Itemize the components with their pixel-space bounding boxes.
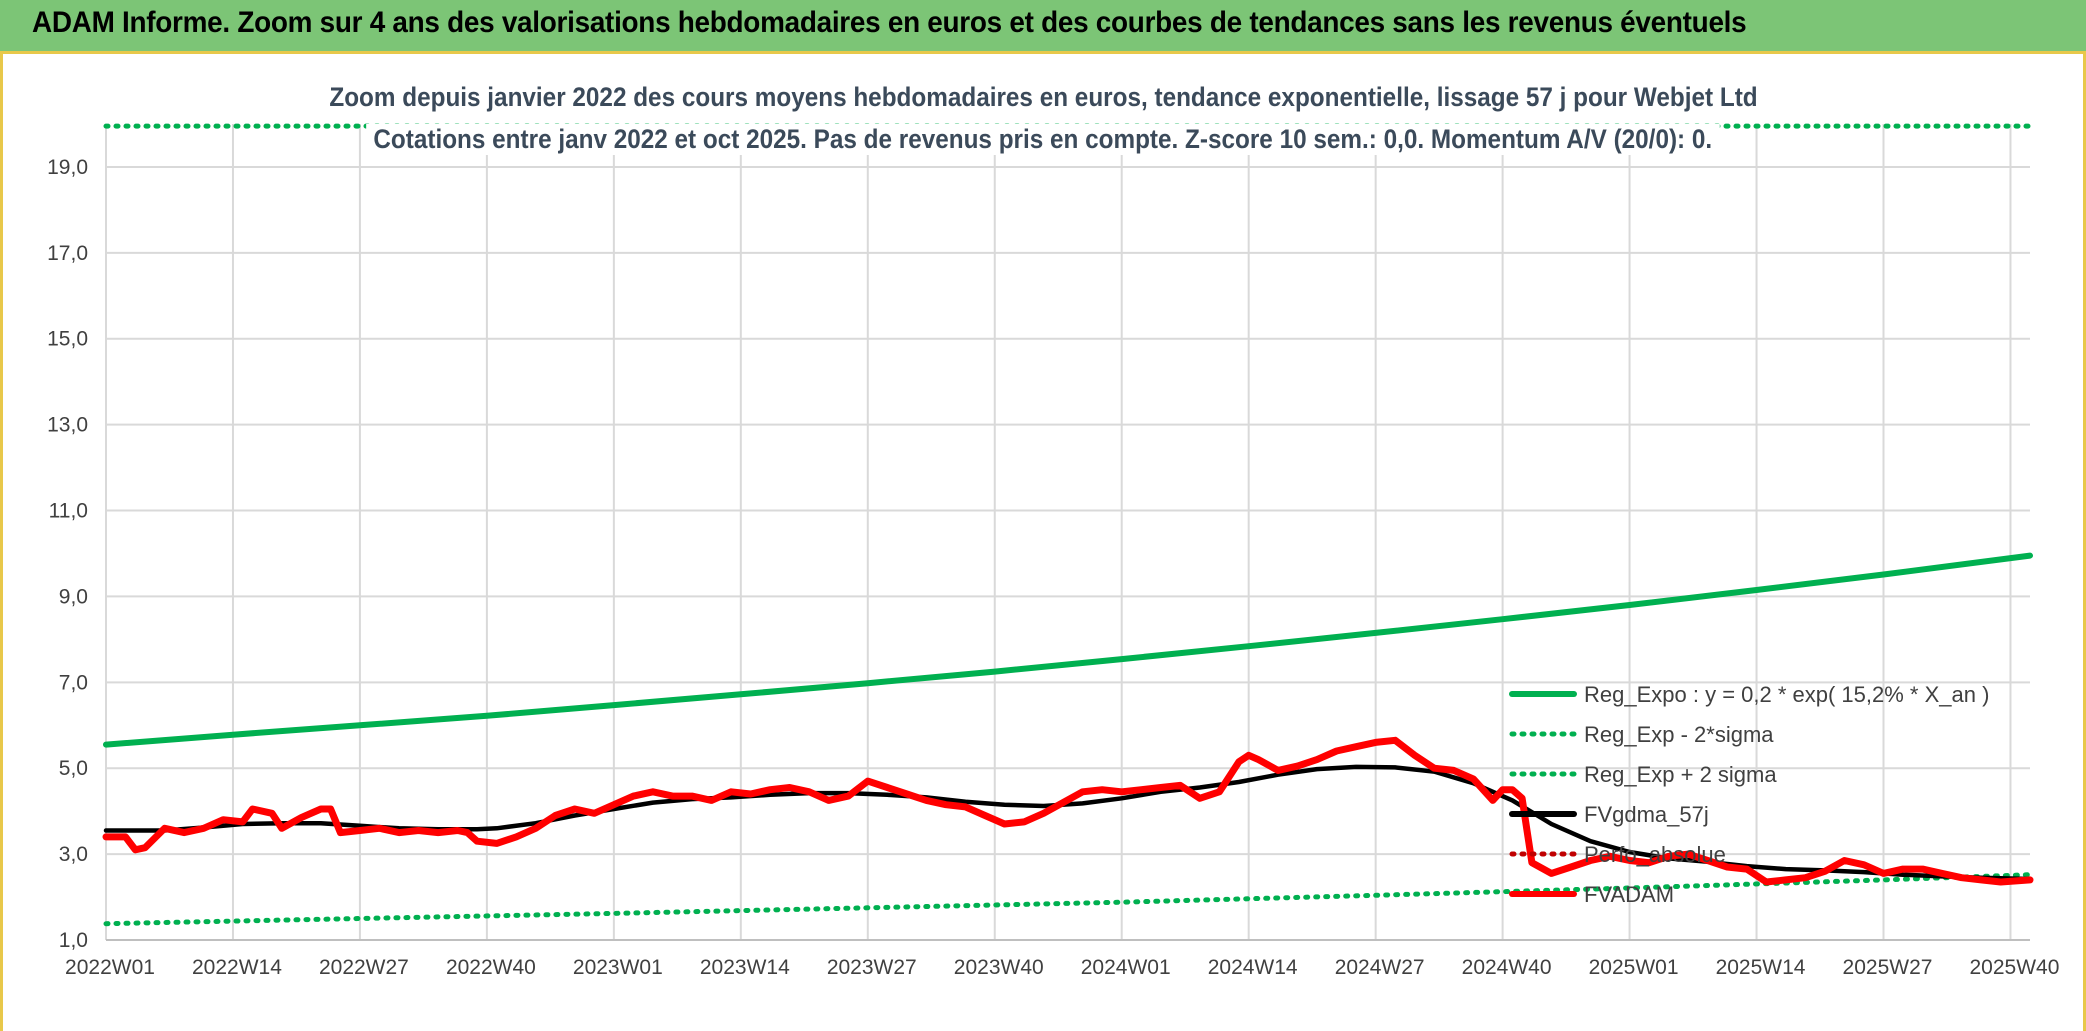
- y-tick-label: 3,0: [59, 843, 88, 866]
- y-tick-label: 15,0: [47, 328, 88, 351]
- x-tick-label: 2024W40: [1462, 956, 1552, 979]
- x-tick-label: 2023W01: [573, 956, 663, 979]
- chart-subtitle-wrap: Cotations entre janv 2022 et oct 2025. P…: [0, 124, 2086, 155]
- y-axis-labels: 1,0 3,0 5,0 7,0 9,0 11,0 13,0 15,0 17,0 19,0: [47, 156, 88, 952]
- chart-title-wrap: Zoom depuis janvier 2022 des cours moyen…: [0, 82, 2086, 113]
- x-tick-label: 2025W27: [1843, 956, 1933, 979]
- chart-subtitle: Cotations entre janv 2022 et oct 2025. P…: [366, 124, 1720, 155]
- chart-legend: Reg_Expo : y = 0,2 * exp( 15,2% * X_an )…: [1509, 682, 1989, 907]
- y-tick-label: 13,0: [47, 414, 88, 437]
- y-tick-label: 1,0: [59, 929, 88, 952]
- legend-label-5: FVADAM: [1584, 882, 1674, 907]
- x-tick-label: 2023W40: [954, 956, 1044, 979]
- x-tick-label: 2022W27: [319, 956, 409, 979]
- legend-label-3: FVgdma_57j: [1584, 802, 1709, 827]
- chart-grid: [105, 124, 2030, 941]
- x-tick-label: 2024W01: [1081, 956, 1171, 979]
- y-tick-label: 19,0: [47, 156, 88, 179]
- legend-label-1: Reg_Exp - 2*sigma: [1584, 722, 1774, 747]
- chart-frame: [0, 54, 2086, 1031]
- y-tick-label: 5,0: [59, 757, 88, 780]
- series-line-1: [103, 872, 2033, 927]
- x-tick-label: 2025W40: [1970, 956, 2060, 979]
- legend-label-0: Reg_Expo : y = 0,2 * exp( 15,2% * X_an ): [1584, 682, 1989, 707]
- report-title: ADAM Informe. Zoom sur 4 ans des valoris…: [32, 6, 1747, 39]
- x-tick-label: 2022W01: [65, 956, 155, 979]
- y-tick-label: 11,0: [49, 500, 88, 523]
- x-axis-labels: 2022W01 2022W14 2022W27 2022W40 2023W01 2023W…: [65, 956, 2059, 979]
- y-tick-label: 7,0: [59, 671, 88, 694]
- x-tick-label: 2025W14: [1716, 956, 1806, 979]
- legend-label-2: Reg_Exp + 2 sigma: [1584, 762, 1777, 787]
- x-tick-label: 2022W14: [192, 956, 282, 979]
- chart-title: Zoom depuis janvier 2022 des cours moyen…: [321, 82, 1765, 113]
- legend-label-4: Perfo_absolue: [1584, 842, 1726, 867]
- series-line-5: [102, 736, 2034, 886]
- x-tick-label: 2024W27: [1335, 956, 1425, 979]
- series-line-0: [103, 552, 2033, 748]
- x-tick-label: 2023W14: [700, 956, 790, 979]
- x-tick-label: 2023W27: [827, 956, 917, 979]
- chart-series: [102, 123, 2034, 927]
- x-tick-label: 2024W14: [1208, 956, 1298, 979]
- y-tick-label: 9,0: [59, 585, 88, 608]
- x-tick-label: 2022W40: [446, 956, 536, 979]
- x-tick-label: 2025W01: [1589, 956, 1679, 979]
- y-tick-label: 17,0: [47, 242, 88, 265]
- report-banner: ADAM Informe. Zoom sur 4 ans des valoris…: [0, 0, 2086, 54]
